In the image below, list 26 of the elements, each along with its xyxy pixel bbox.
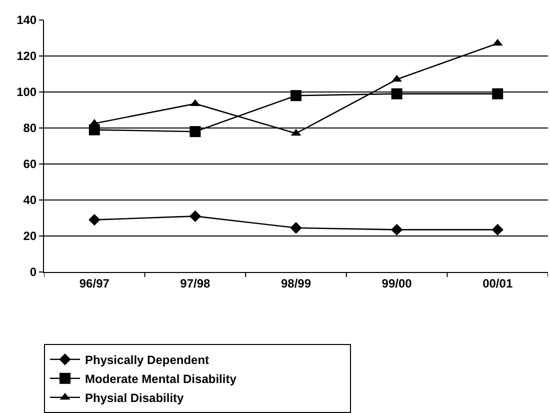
y-tick-label: 80	[23, 121, 37, 136]
y-tick-label: 0	[30, 265, 37, 280]
point	[190, 126, 201, 138]
y-tick-label: 140	[16, 13, 37, 28]
x-tick-label: 00/01	[482, 276, 513, 290]
point	[189, 210, 202, 222]
y-tick-label: 20	[23, 229, 37, 244]
y-tick-label: 40	[23, 193, 37, 208]
point	[492, 224, 504, 236]
y-tick-label: 60	[23, 157, 37, 172]
point	[492, 88, 504, 100]
x-tick-label: 96/97	[79, 276, 110, 290]
point	[290, 222, 302, 234]
x-tick-label: 99/00	[382, 276, 412, 290]
point	[391, 88, 402, 100]
point	[290, 90, 302, 102]
x-tick-label: 98/99	[280, 276, 312, 290]
x-tick-label: 97/98	[180, 276, 211, 290]
point	[88, 214, 100, 226]
point	[390, 224, 403, 236]
y-tick-label: 100	[16, 85, 37, 100]
y-tick-label: 120	[16, 49, 37, 64]
legend-label: Moderate Mental Disability	[85, 372, 237, 386]
legend-label: Physically Dependent	[85, 353, 210, 368]
legend-label: Physial Disability	[85, 391, 184, 406]
point	[392, 74, 402, 82]
